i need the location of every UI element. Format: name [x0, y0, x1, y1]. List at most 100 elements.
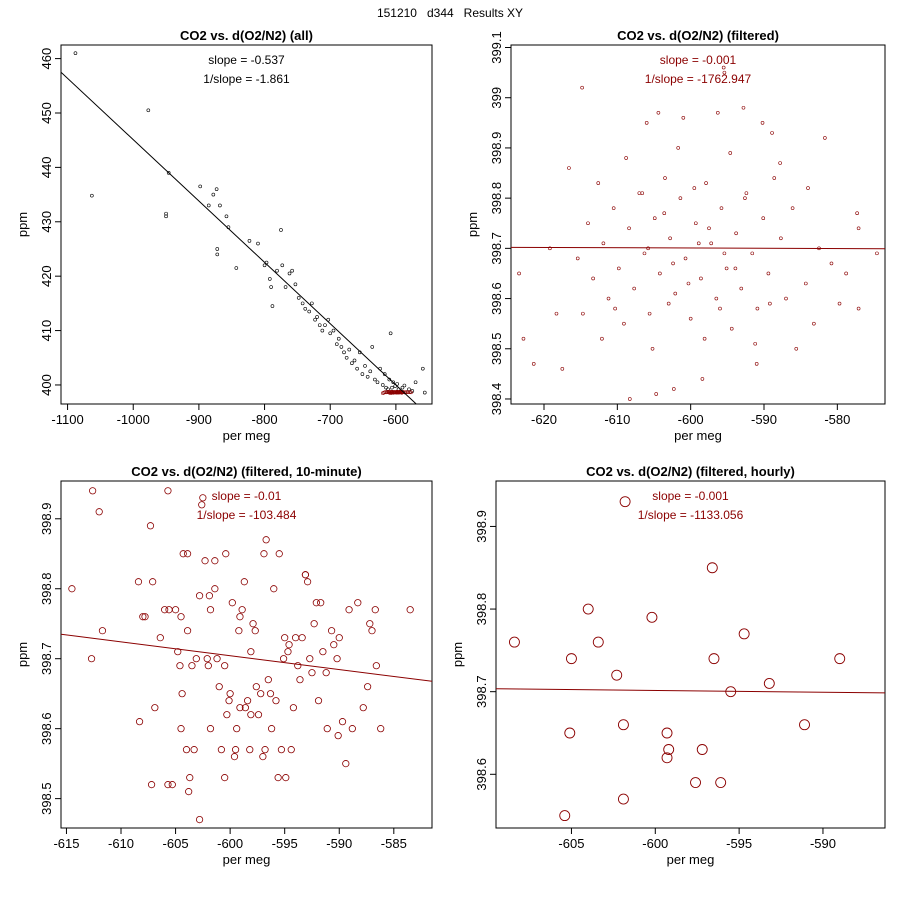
data-point	[206, 606, 215, 614]
data-point	[611, 206, 616, 210]
data-point	[755, 306, 760, 311]
data-point	[375, 380, 380, 385]
data-point	[386, 390, 391, 394]
data-point	[406, 606, 414, 614]
data-point	[772, 176, 777, 180]
data-point	[289, 704, 298, 712]
plot-data	[61, 487, 432, 824]
data-point	[531, 362, 536, 366]
data-point	[652, 216, 657, 221]
data-point	[646, 611, 658, 623]
data-point	[317, 599, 325, 607]
data-point	[586, 221, 590, 226]
chart-2: CO2 vs. d(O2/N2) (filtered) -620 -610 -600 -…	[465, 28, 886, 443]
data-point	[803, 281, 808, 286]
data-point	[186, 774, 194, 782]
data-point	[779, 236, 783, 241]
data-point	[211, 192, 216, 197]
y-tick-label: 398.9	[474, 510, 489, 543]
data-point	[613, 306, 617, 311]
data-point	[247, 648, 255, 656]
y-tick-label: 460	[39, 48, 54, 70]
data-point	[296, 676, 304, 684]
data-point	[707, 226, 711, 231]
fit-line	[61, 71, 417, 404]
data-point	[729, 326, 734, 331]
data-point	[407, 387, 411, 392]
data-point	[733, 266, 738, 271]
x-tick-label: -615	[53, 836, 79, 851]
fit-line	[61, 633, 432, 682]
data-point	[345, 606, 353, 614]
data-point	[363, 364, 367, 368]
data-point	[178, 690, 186, 698]
data-point	[699, 276, 703, 281]
x-tick-label: -800	[252, 412, 278, 427]
data-point	[203, 655, 211, 663]
data-point	[164, 214, 168, 219]
data-point	[287, 271, 292, 276]
data-point	[195, 815, 204, 824]
data-point	[715, 110, 720, 115]
data-point	[606, 296, 611, 301]
x-tick-label: -620	[531, 412, 557, 427]
y-tick-label: 398.7	[39, 642, 54, 675]
data-point	[642, 251, 647, 256]
data-point	[323, 323, 327, 327]
data-point	[401, 390, 405, 394]
data-point	[231, 746, 240, 754]
x-tick-label: -1000	[117, 412, 150, 427]
data-point	[233, 725, 241, 733]
data-point	[336, 336, 341, 341]
y-tick-label: 410	[39, 320, 54, 342]
data-point	[226, 690, 234, 698]
x-tick-label: -585	[381, 836, 407, 851]
data-point	[722, 70, 727, 75]
data-point	[715, 777, 727, 789]
inverse-slope-annotation: 1/slope = -103.484	[197, 508, 297, 522]
data-point	[257, 690, 265, 698]
data-point	[217, 746, 225, 754]
data-point	[270, 585, 278, 593]
slope-annotation: slope = -0.01	[212, 489, 282, 503]
data-point	[211, 557, 219, 565]
series-filtered	[380, 389, 413, 395]
data-point	[168, 781, 176, 789]
data-point	[719, 206, 724, 210]
data-point	[225, 697, 233, 705]
data-point	[282, 774, 290, 782]
data-point	[766, 271, 771, 276]
data-point	[647, 311, 652, 316]
data-point	[249, 620, 257, 628]
data-point	[211, 585, 219, 593]
data-point	[314, 697, 323, 705]
data-point	[335, 634, 343, 642]
data-point	[188, 662, 196, 670]
data-point	[354, 599, 362, 607]
data-point	[334, 732, 342, 740]
data-point	[662, 211, 667, 215]
data-point	[164, 781, 172, 789]
data-point	[238, 606, 246, 614]
x-tick-label: -610	[108, 836, 134, 851]
y-tick-label: 398.6	[489, 282, 504, 315]
data-point	[702, 336, 707, 341]
data-point	[264, 676, 272, 684]
data-point	[395, 382, 400, 386]
data-point	[135, 718, 144, 726]
data-point	[407, 390, 412, 394]
data-point	[303, 307, 308, 311]
data-point	[721, 65, 726, 70]
data-point	[134, 578, 143, 586]
data-point	[421, 366, 425, 371]
data-point	[768, 301, 772, 306]
data-point	[692, 186, 697, 190]
data-point	[214, 187, 219, 191]
data-point	[666, 301, 671, 306]
data-point	[750, 251, 755, 256]
x-tick-label: -600	[383, 412, 409, 427]
data-point	[380, 383, 385, 387]
data-point	[290, 268, 294, 273]
x-tick-label: -600	[678, 412, 704, 427]
